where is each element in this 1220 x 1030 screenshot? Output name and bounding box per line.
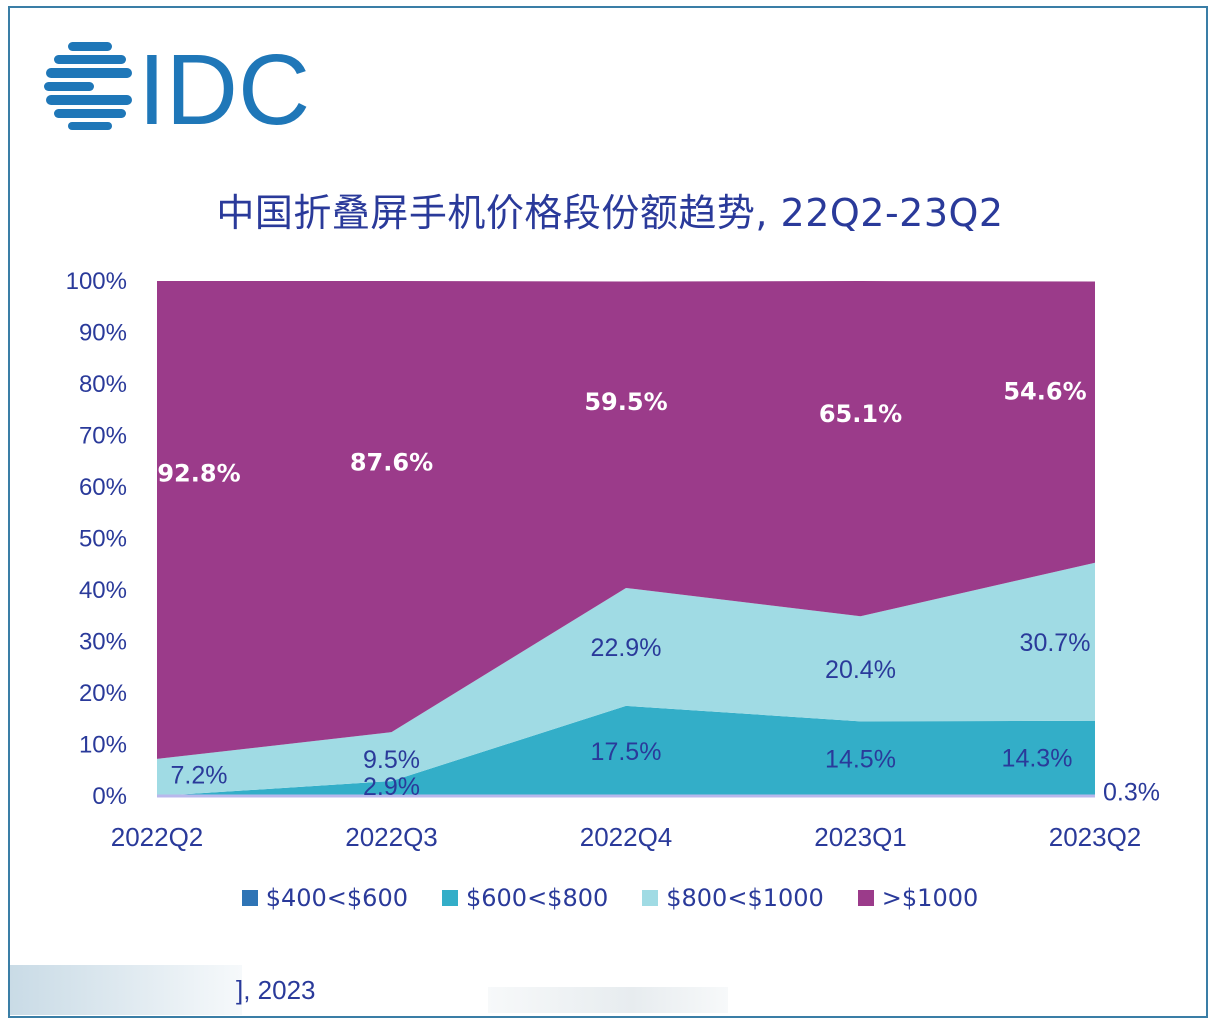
- legend-label: $400<$600: [265, 884, 408, 912]
- legend-label: >$1000: [881, 884, 979, 912]
- y-tick-label: 40%: [79, 577, 127, 604]
- chart-legend: $400<$600 $600<$800 $800<$1000 >$1000: [0, 884, 1220, 912]
- legend-label: $600<$800: [465, 884, 609, 912]
- legend-item: $600<$800: [441, 884, 609, 912]
- area-series-1000: [157, 281, 1095, 759]
- y-tick-label: 60%: [79, 474, 127, 501]
- data-label: 22.9%: [591, 634, 662, 662]
- y-tick-label: 10%: [79, 732, 127, 759]
- legend-item: >$1000: [857, 884, 979, 912]
- x-category-label: 2023Q2: [1049, 822, 1142, 852]
- legend-item: $800<$1000: [642, 884, 824, 912]
- data-label: 20.4%: [825, 656, 896, 684]
- y-tick-label: 50%: [79, 526, 127, 553]
- data-label: 2.9%: [363, 773, 420, 801]
- y-tick-label: 20%: [79, 680, 127, 707]
- data-label: 54.6%: [1003, 378, 1086, 406]
- legend-label: $800<$1000: [666, 884, 824, 912]
- x-category-label: 2022Q3: [345, 822, 438, 852]
- y-tick-label: 90%: [79, 320, 127, 347]
- area-series-800-1000: [157, 562, 1095, 796]
- source-text: ], 2023: [236, 975, 316, 1005]
- legend-swatch: [441, 890, 458, 906]
- logo-wordmark: IDC: [138, 40, 310, 132]
- data-label: 17.5%: [591, 738, 662, 766]
- data-label: 14.5%: [825, 746, 896, 774]
- legend-swatch: [857, 890, 874, 906]
- data-label: 92.8%: [157, 460, 240, 488]
- y-tick-label: 0%: [92, 783, 127, 810]
- data-label: 14.3%: [1002, 745, 1073, 773]
- watermark-obscured-region: [488, 987, 728, 1013]
- area-series-600-800: [157, 705, 1095, 796]
- data-label: 9.5%: [363, 746, 420, 774]
- logo-globe-icon: [44, 42, 132, 130]
- legend-swatch: [642, 890, 659, 906]
- chart-title: 中国折叠屏手机价格段份额趋势, 22Q2-23Q2: [216, 191, 1004, 235]
- data-label: 65.1%: [819, 400, 902, 428]
- data-label: 59.5%: [584, 388, 667, 416]
- y-tick-label: 30%: [79, 629, 127, 656]
- source-footer: ], 2023: [10, 965, 770, 1015]
- y-tick-label: 70%: [79, 423, 127, 450]
- idc-logo: IDC: [44, 40, 310, 132]
- data-label: 87.6%: [350, 448, 433, 476]
- legend-item: $400<$600: [241, 884, 408, 912]
- legend-swatch: [241, 890, 258, 906]
- data-label: 7.2%: [171, 761, 228, 789]
- y-tick-label: 80%: [79, 371, 127, 398]
- x-category-label: 2023Q1: [814, 822, 907, 852]
- data-label: 0.3%: [1103, 778, 1160, 806]
- data-label: 30.7%: [1020, 629, 1091, 657]
- y-tick-label: 100%: [66, 268, 127, 295]
- x-category-label: 2022Q4: [580, 822, 673, 852]
- source-obscured-region: [10, 965, 242, 1015]
- x-category-label: 2022Q2: [111, 822, 204, 852]
